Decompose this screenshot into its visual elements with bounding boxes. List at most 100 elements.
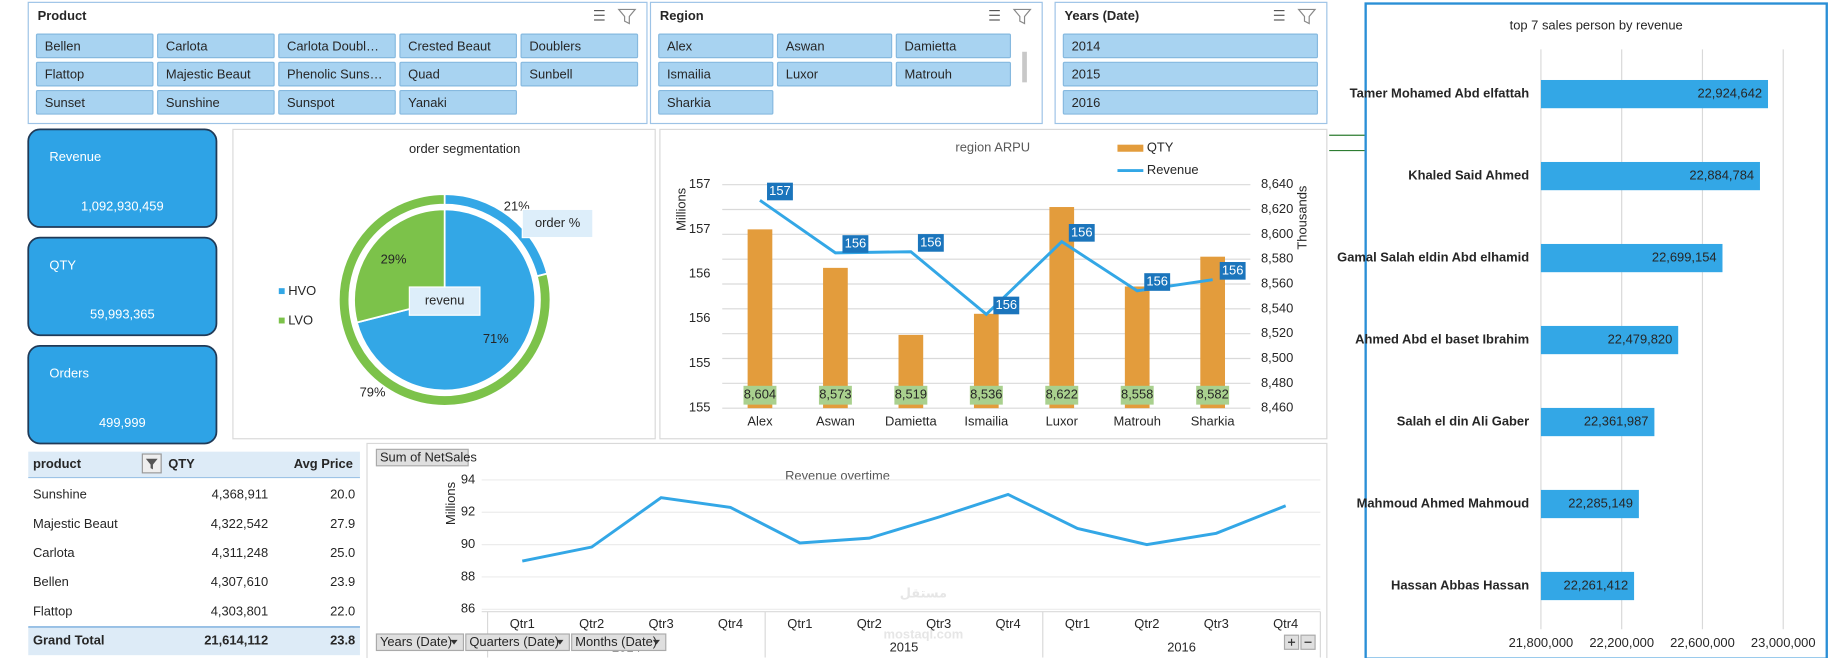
slicer-item-label[interactable]: 2014 bbox=[1072, 38, 1101, 53]
kpi-value: 59,993,365 bbox=[90, 307, 155, 322]
value-field-button[interactable] bbox=[375, 448, 469, 467]
slicer-item[interactable] bbox=[1062, 33, 1319, 59]
x-tick-label: Qtr4 bbox=[718, 616, 743, 631]
x-tick-label: 22,200,000 bbox=[1589, 635, 1654, 650]
y-axis-title: Millions bbox=[443, 482, 458, 525]
slicer-item-label[interactable]: Carlota bbox=[166, 38, 208, 53]
x-tick-label: 21,800,000 bbox=[1509, 635, 1574, 650]
y-axis-title: Millions bbox=[674, 188, 689, 231]
slicer-item-label[interactable]: Quad bbox=[408, 67, 440, 82]
series-annotation-box bbox=[408, 286, 481, 316]
y2-tick-label: 8,480 bbox=[1261, 375, 1293, 390]
slicer-item[interactable] bbox=[399, 33, 517, 59]
slicer-item[interactable] bbox=[658, 89, 774, 115]
series-annotation: revenu bbox=[425, 293, 465, 308]
table-cell: 4,311,248 bbox=[212, 545, 269, 560]
slicer-item-label[interactable]: Alex bbox=[667, 38, 693, 53]
table-cell: Flattop bbox=[33, 603, 73, 618]
slicer-item-label[interactable]: Bellen bbox=[45, 38, 81, 53]
slicer-item[interactable] bbox=[157, 33, 275, 59]
table-header: Avg Price bbox=[294, 456, 353, 471]
slicer-item[interactable] bbox=[35, 61, 154, 87]
field-button[interactable] bbox=[465, 633, 570, 652]
slicer-item[interactable] bbox=[895, 61, 1012, 87]
table-cell: 27.9 bbox=[330, 516, 355, 531]
data-label-box bbox=[1120, 385, 1154, 405]
pie-label: 71% bbox=[483, 331, 509, 346]
slicer-item[interactable] bbox=[35, 89, 154, 115]
kpi-label: QTY bbox=[49, 257, 76, 272]
slicer-item-label[interactable]: Ismailia bbox=[667, 67, 712, 82]
slicer-item[interactable] bbox=[658, 33, 774, 59]
slicer-item-label[interactable]: Phenolic Suns… bbox=[287, 67, 383, 82]
slicer-item-label[interactable]: Sharkia bbox=[667, 95, 712, 110]
slicer-item[interactable] bbox=[776, 61, 893, 87]
slicer-item-label[interactable]: 2015 bbox=[1072, 67, 1101, 82]
slicer-item[interactable] bbox=[1062, 61, 1319, 87]
table-total: 23.8 bbox=[330, 632, 355, 647]
field-button-label[interactable]: Years (Date) bbox=[380, 634, 452, 649]
slicer-item[interactable] bbox=[399, 89, 517, 115]
slicer-item-label[interactable]: Flattop bbox=[45, 67, 85, 82]
slicer-item-label[interactable]: Sunshine bbox=[166, 95, 220, 110]
slicer-item[interactable] bbox=[157, 61, 275, 87]
category-label: Hassan Abbas Hassan bbox=[1391, 577, 1529, 592]
slicer-item-label[interactable]: Sunbell bbox=[529, 67, 572, 82]
slicer-item-label[interactable]: Luxor bbox=[786, 67, 819, 82]
slicer-item-label[interactable]: Damietta bbox=[905, 38, 958, 53]
data-label: 22,285,149 bbox=[1568, 495, 1633, 510]
table-cell: Majestic Beaut bbox=[33, 516, 118, 531]
category-label: Khaled Said Ahmed bbox=[1408, 168, 1529, 183]
slicer-item-label[interactable]: Majestic Beaut bbox=[166, 67, 251, 82]
field-button-label[interactable]: Quarters (Date) bbox=[469, 634, 559, 649]
table-total-bg bbox=[28, 626, 360, 656]
slicer-item[interactable] bbox=[278, 89, 396, 115]
slicer-item-label[interactable]: Aswan bbox=[786, 38, 825, 53]
clear-filter-icon[interactable] bbox=[1012, 8, 1032, 25]
clear-filter-icon[interactable] bbox=[1297, 8, 1317, 25]
slicer-item[interactable] bbox=[520, 33, 639, 59]
y-tick-label: 90 bbox=[461, 536, 475, 551]
slicer-item[interactable] bbox=[399, 61, 517, 87]
slicer-item[interactable] bbox=[1062, 89, 1319, 115]
slicer-item[interactable] bbox=[278, 61, 396, 87]
slicer-item[interactable] bbox=[278, 33, 396, 59]
x-tick-label: Qtr2 bbox=[1134, 616, 1159, 631]
y2-tick-label: 8,520 bbox=[1261, 325, 1293, 340]
slicer-item[interactable] bbox=[658, 61, 774, 87]
slicer-item[interactable] bbox=[776, 33, 893, 59]
data-label-box bbox=[842, 235, 869, 253]
slicer-item-label[interactable]: Crested Beaut bbox=[408, 38, 491, 53]
slicer-item-label[interactable]: Yanaki bbox=[408, 95, 447, 110]
slicer-item[interactable] bbox=[157, 89, 275, 115]
category-label: Gamal Salah eldin Abd elhamid bbox=[1337, 249, 1529, 264]
slicer-item[interactable] bbox=[895, 33, 1012, 59]
x-tick-label: Sharkia bbox=[1191, 414, 1236, 429]
slicer-item-label[interactable]: Matrouh bbox=[905, 67, 952, 82]
clear-filter-icon[interactable] bbox=[617, 8, 637, 25]
data-label: 156 bbox=[845, 235, 867, 250]
pie-label: 29% bbox=[381, 252, 407, 267]
x-group-label: 2016 bbox=[1167, 640, 1196, 655]
field-button[interactable] bbox=[375, 633, 465, 652]
value-field-label[interactable]: Sum of NetSales bbox=[380, 450, 477, 465]
data-label: 22,261,412 bbox=[1564, 577, 1629, 592]
slicer-item-label[interactable]: 2016 bbox=[1072, 95, 1101, 110]
kpi-label: Revenue bbox=[49, 149, 101, 164]
slicer-item[interactable] bbox=[520, 61, 639, 87]
slicer-item[interactable] bbox=[35, 33, 154, 59]
bar bbox=[1540, 325, 1679, 355]
slicer-item-label[interactable]: Carlota Doubl… bbox=[287, 38, 379, 53]
table-total: 21,614,112 bbox=[204, 632, 268, 647]
slicer-item-label[interactable]: Sunset bbox=[45, 95, 86, 110]
slicer-item-label[interactable]: Doublers bbox=[529, 38, 581, 53]
field-button[interactable] bbox=[571, 633, 667, 652]
x-tick-label: Qtr4 bbox=[996, 616, 1021, 631]
slicer-item-label[interactable]: Sunspot bbox=[287, 95, 335, 110]
x-tick-label: Aswan bbox=[816, 414, 855, 429]
x-tick-label: Qtr3 bbox=[926, 616, 951, 631]
field-button-label[interactable]: Months (Date) bbox=[575, 634, 657, 649]
data-label-box bbox=[1068, 224, 1095, 242]
dropdown-arrow bbox=[450, 639, 458, 645]
